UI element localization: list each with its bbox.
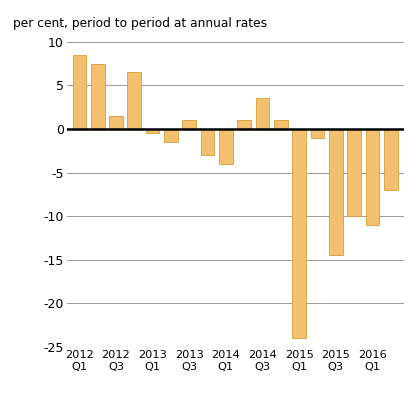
Bar [366, 129, 379, 225]
Bar [329, 129, 343, 255]
Bar [164, 129, 178, 142]
Bar [238, 120, 251, 129]
Bar [274, 120, 288, 129]
Bar [219, 129, 233, 164]
Bar [292, 129, 306, 338]
Bar [146, 129, 159, 133]
Bar [384, 129, 398, 190]
Text: per cent, period to period at annual rates: per cent, period to period at annual rat… [12, 17, 267, 30]
Bar [347, 129, 361, 216]
Bar [182, 120, 196, 129]
Bar [109, 116, 123, 129]
Bar [256, 99, 270, 129]
Bar [72, 55, 86, 129]
Bar [311, 129, 324, 138]
Bar [201, 129, 214, 155]
Bar [91, 64, 104, 129]
Bar [127, 72, 141, 129]
